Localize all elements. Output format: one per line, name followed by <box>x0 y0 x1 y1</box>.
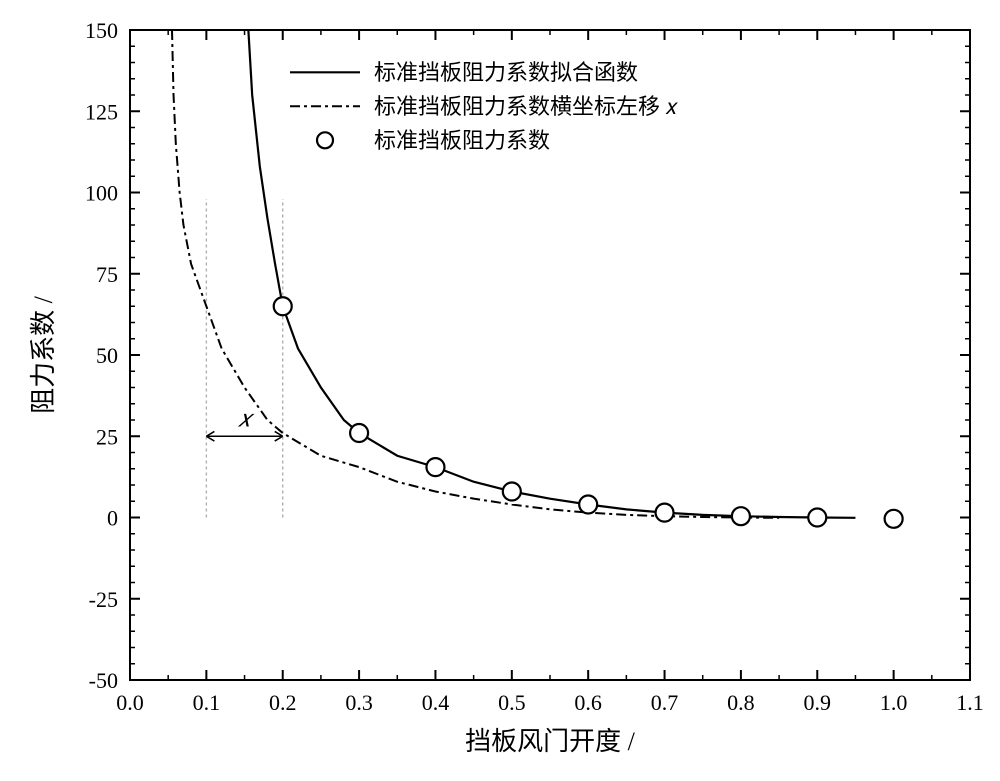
legend-item-label: 标准挡板阻力系数 <box>374 128 550 153</box>
resistance-coefficient-chart: 0.0 0.1 0.2 0.3 0.4 0.5 0.6 0.7 0.8 0.9 1.0 1.1 -50 -… <box>0 0 1000 781</box>
svg-text:-50: -50 <box>89 668 118 693</box>
svg-text:0.2: 0.2 <box>269 690 297 715</box>
legend-item-label: 标准挡板阻力系数横坐标左移 𝑥 <box>374 94 679 119</box>
data-marker <box>503 483 521 501</box>
svg-text:0.3: 0.3 <box>345 690 373 715</box>
svg-text:0.4: 0.4 <box>422 690 450 715</box>
data-marker <box>579 496 597 514</box>
svg-text:0.5: 0.5 <box>498 690 526 715</box>
data-marker <box>426 458 444 476</box>
svg-text:0.7: 0.7 <box>651 690 679 715</box>
data-marker <box>808 509 826 527</box>
svg-text:-25: -25 <box>89 587 118 612</box>
svg-text:0: 0 <box>107 506 118 531</box>
data-marker <box>350 424 368 442</box>
svg-text:0.9: 0.9 <box>804 690 832 715</box>
svg-text:150: 150 <box>85 18 118 43</box>
data-marker <box>274 297 292 315</box>
svg-text:125: 125 <box>85 99 118 124</box>
svg-text:50: 50 <box>96 343 118 368</box>
x-axis-label: 挡板风门开度 / <box>465 727 636 756</box>
data-marker <box>732 507 750 525</box>
svg-text:0.1: 0.1 <box>193 690 221 715</box>
legend-item-label: 标准挡板阻力系数拟合函数 <box>374 60 638 85</box>
data-marker <box>656 504 674 522</box>
svg-text:0.6: 0.6 <box>574 690 602 715</box>
svg-text:0.8: 0.8 <box>727 690 755 715</box>
svg-text:100: 100 <box>85 181 118 206</box>
chart-container: 0.0 0.1 0.2 0.3 0.4 0.5 0.6 0.7 0.8 0.9 1.0 1.1 -50 -… <box>0 0 1000 781</box>
y-axis-label: 阻力系数 / <box>29 295 58 414</box>
svg-text:0.0: 0.0 <box>116 690 144 715</box>
svg-text:25: 25 <box>96 424 118 449</box>
svg-text:1.0: 1.0 <box>880 690 908 715</box>
svg-text:1.1: 1.1 <box>956 690 984 715</box>
data-marker <box>885 510 903 528</box>
svg-text:75: 75 <box>96 262 118 287</box>
